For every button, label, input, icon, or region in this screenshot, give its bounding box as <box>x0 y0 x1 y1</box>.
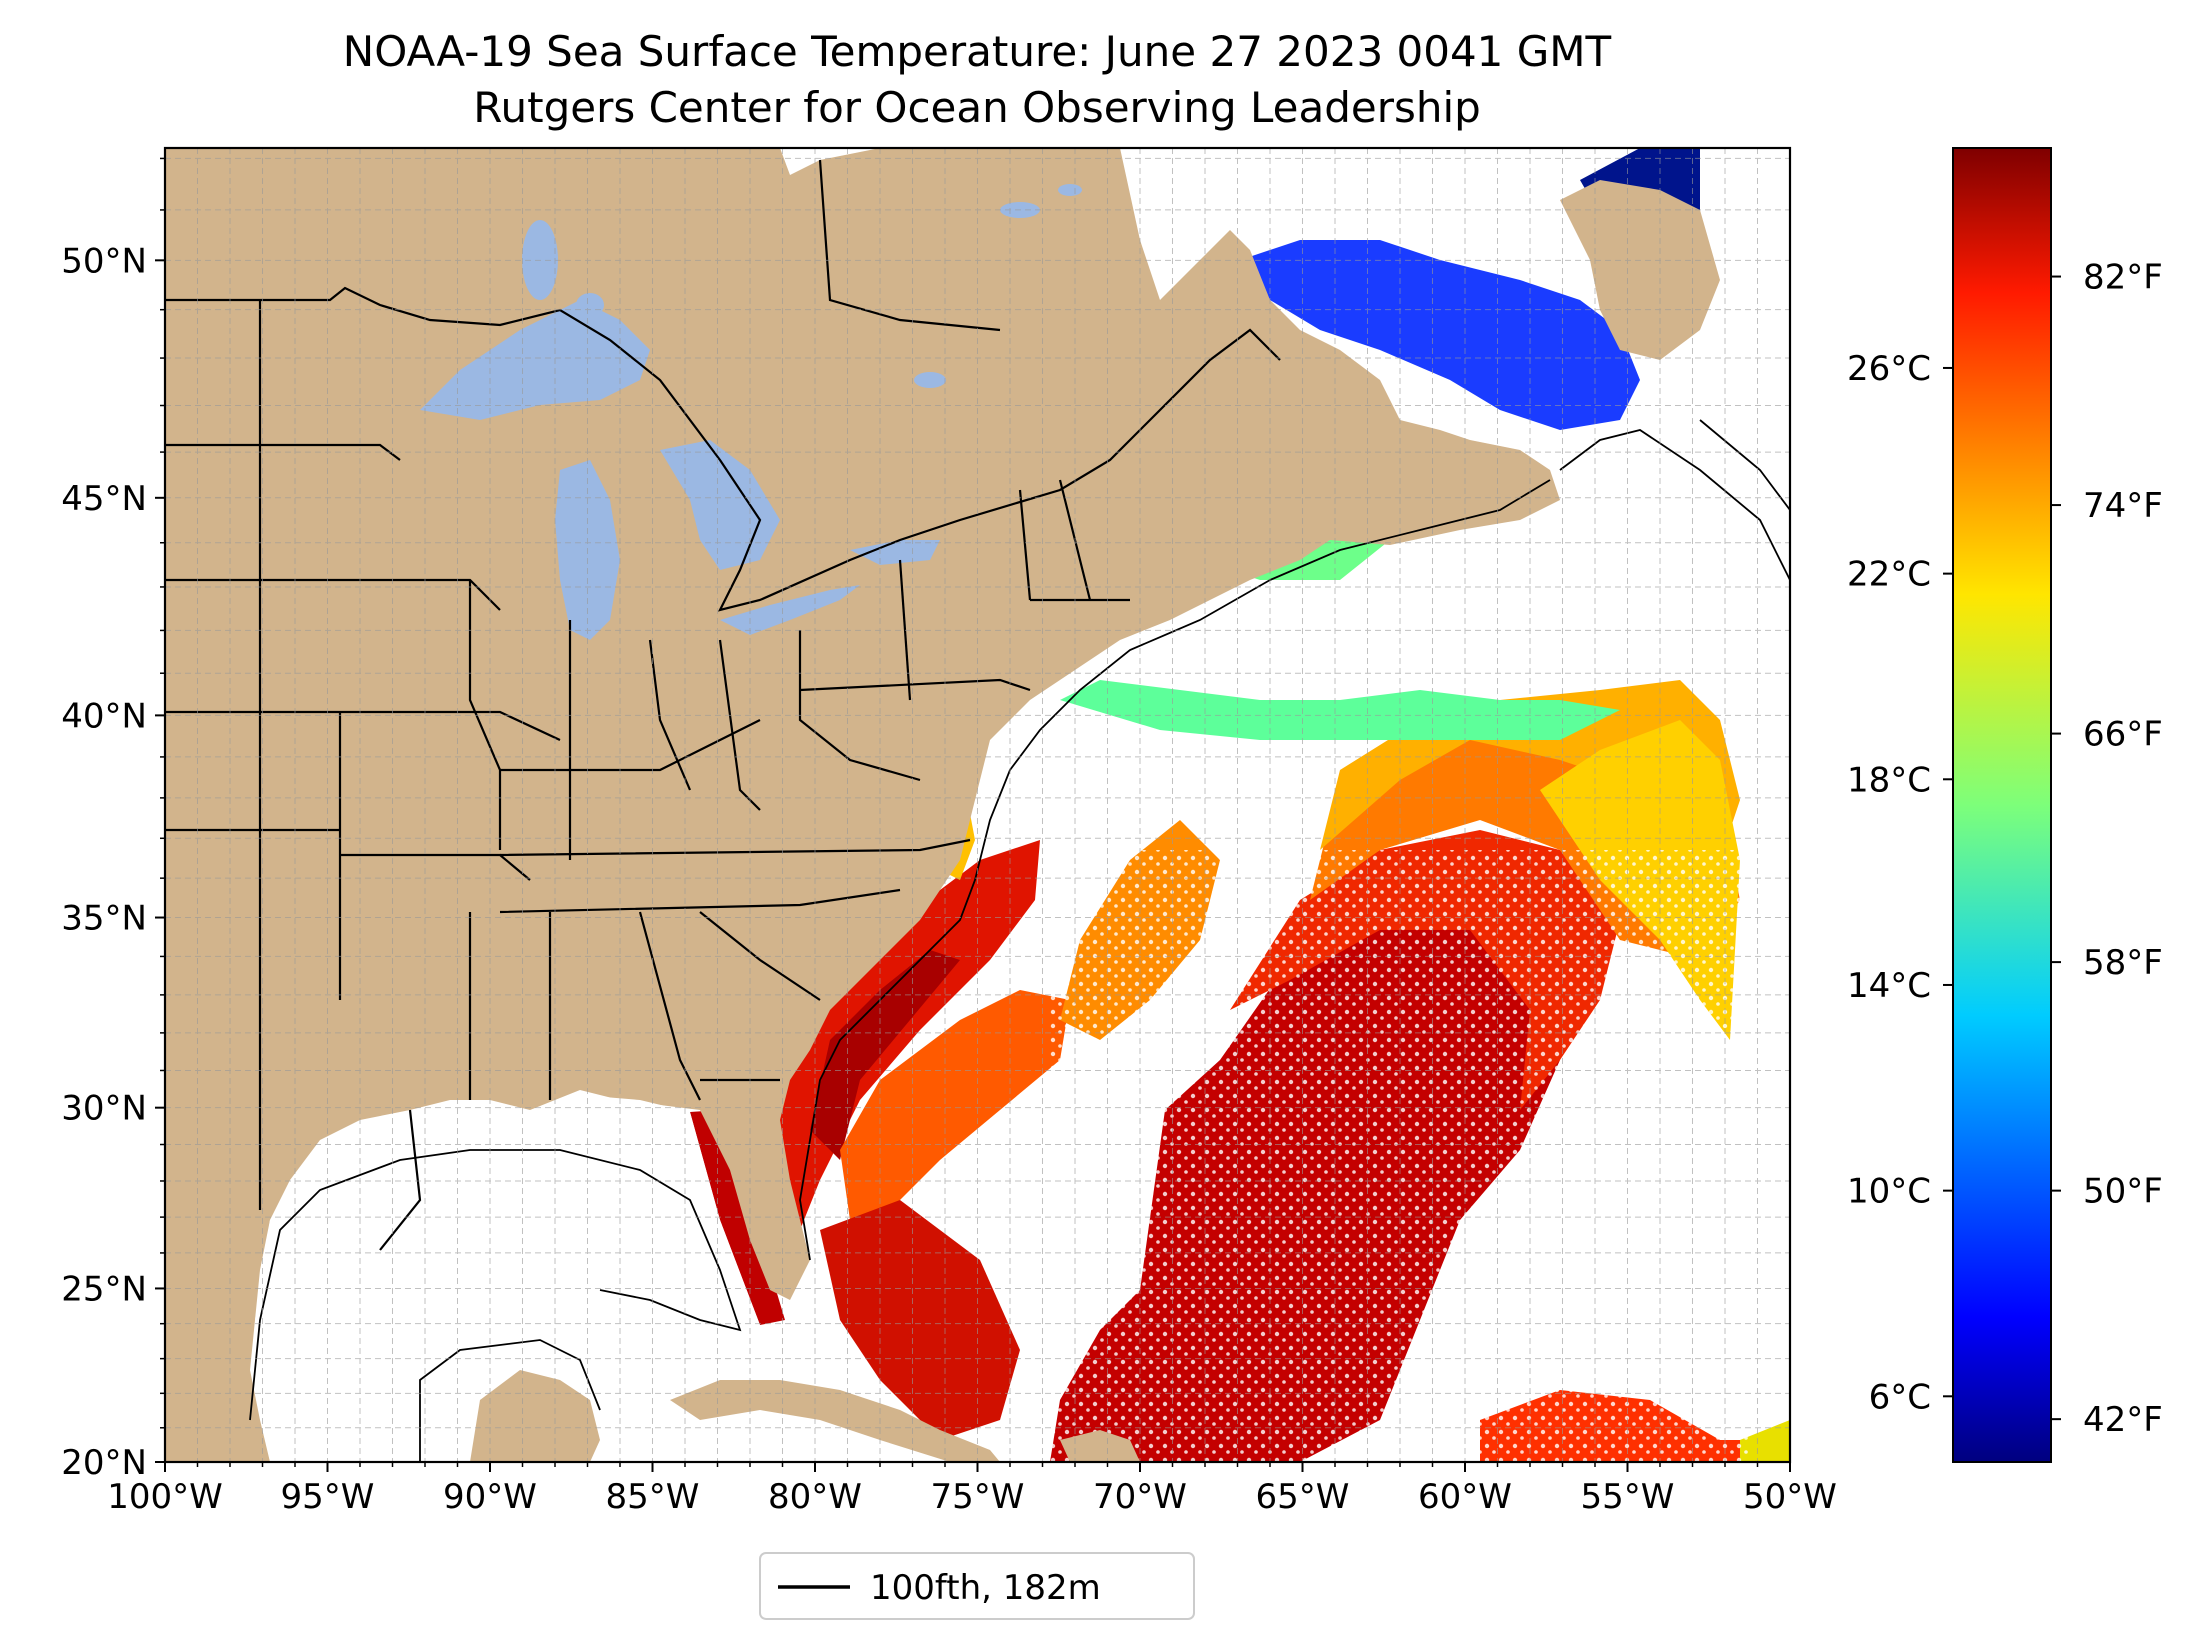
title-line-1: NOAA-19 Sea Surface Temperature: June 27… <box>343 27 1612 76</box>
land-newfoundland <box>1560 180 1720 360</box>
map-panel <box>165 148 1790 1462</box>
sst-se-yellow <box>1740 1420 1790 1462</box>
land-cuba <box>670 1380 1000 1462</box>
state-border-15 <box>638 911 701 1101</box>
lon-axis: 100°W 95°W 90°W 85°W 80°W 75°W 70°W 65°W 60°W 55°… <box>107 1462 1837 1517</box>
legend-frame <box>759 1552 1195 1620</box>
sst-bahamas-red <box>820 1200 1020 1440</box>
title-line-2: Rutgers Center for Ocean Observing Leade… <box>473 83 1481 132</box>
lon-tick-label: 50°W <box>1743 1477 1837 1517</box>
state-border-20 <box>798 630 921 782</box>
lat-tick-label: 30°N <box>61 1089 147 1129</box>
lat-tick-label: 45°N <box>61 479 147 519</box>
colorbar-c-ticks: 6°C 10°C 14°C 18°C 22°C 26°C <box>1847 349 1953 1417</box>
lon-tick-label: 55°W <box>1581 1477 1675 1517</box>
isobath-gulf <box>249 1149 742 1421</box>
isobath-scotian <box>1559 429 1790 581</box>
gridlines <box>165 148 1790 1462</box>
state-border-4 <box>165 710 561 741</box>
legend-label: 100fth, 182m <box>870 1568 1101 1608</box>
lat-tick-label: 25°N <box>61 1269 147 1309</box>
colorbar-c-tick-label: 10°C <box>1847 1172 1931 1212</box>
lake-other-2 <box>1058 184 1082 196</box>
lon-tick-label: 70°W <box>1093 1477 1187 1517</box>
state-border-16 <box>699 911 821 1001</box>
state-border-26 <box>379 1109 422 1251</box>
colorbar-f-tick-label: 82°F <box>2083 258 2163 298</box>
lat-tick-label: 35°N <box>61 899 147 939</box>
colorbar-c-tick-label: 6°C <box>1869 1377 1931 1417</box>
colorbar-c-tick-label: 22°C <box>1847 555 1931 595</box>
sst-gulf-stlawrence-blue <box>1240 240 1640 430</box>
lake-erie <box>720 585 860 635</box>
isobath-atlantic <box>799 479 1551 1261</box>
state-border-23 <box>1018 489 1032 601</box>
state-border-9 <box>500 719 761 772</box>
colorbar-c-tick-label: 14°C <box>1847 966 1931 1006</box>
state-border-8 <box>468 580 502 850</box>
lon-tick-label: 85°W <box>606 1477 700 1517</box>
colorbar-f-tick-label: 66°F <box>2083 715 2163 755</box>
lat-axis: 20°N 25°N 30°N 35°N 40°N 45°N 50°N <box>61 157 165 1483</box>
state-border-19 <box>718 639 761 811</box>
lake-nipigon <box>576 293 604 317</box>
colorbar-gradient <box>1952 147 2052 1463</box>
lon-tick-label: 65°W <box>1256 1477 1350 1517</box>
state-border-18 <box>648 639 692 791</box>
colorbar-c-tick-label: 18°C <box>1847 760 1931 800</box>
colorbar-f-tick-label: 42°F <box>2083 1400 2163 1440</box>
lon-tick-label: 80°W <box>768 1477 862 1517</box>
lon-tick-label: 75°W <box>931 1477 1025 1517</box>
gulf-of-mexico <box>255 1095 760 1462</box>
lon-tick-label: 60°W <box>1418 1477 1512 1517</box>
land-layer <box>165 148 1720 1462</box>
sst-sargasso-orange <box>840 990 1070 1220</box>
isobath-grandbanks <box>1699 419 1790 511</box>
colorbar-f-ticks: 42°F 50°F 58°F 66°F 74°F 82°F <box>2051 258 2163 1440</box>
state-border-12 <box>499 888 901 914</box>
lake-other-3 <box>914 372 946 388</box>
lat-tick-label: 20°N <box>61 1443 147 1483</box>
lake-ontario <box>850 540 940 565</box>
state-border-2 <box>165 443 401 461</box>
us-canada-border <box>165 286 1281 612</box>
colorbar-f-tick-label: 74°F <box>2083 486 2163 526</box>
sst-shelf-green <box>1060 680 1620 740</box>
land-north-america <box>165 148 1560 1462</box>
state-border-11 <box>499 838 971 857</box>
colorbar-f-tick-label: 58°F <box>2083 943 2163 983</box>
isobath-100fth <box>249 419 1790 1462</box>
colorbar-f-tick-label: 50°F <box>2083 1172 2163 1212</box>
lon-tick-label: 95°W <box>281 1477 375 1517</box>
colorbar-c-tick-label: 26°C <box>1847 349 1931 389</box>
lat-tick-label: 40°N <box>61 696 147 736</box>
state-border-21 <box>799 678 1031 692</box>
colorbar: 42°F 50°F 58°F 66°F 74°F 82°F 6°C 10°C 14°C 18°C… <box>1847 147 2163 1463</box>
lon-tick-label: 90°W <box>443 1477 537 1517</box>
legend-box: 100fth, 182m <box>759 1552 1195 1620</box>
lon-tick-label: 100°W <box>107 1477 223 1517</box>
land-hispaniola <box>1060 1430 1140 1462</box>
lat-tick-label: 50°N <box>61 241 147 281</box>
